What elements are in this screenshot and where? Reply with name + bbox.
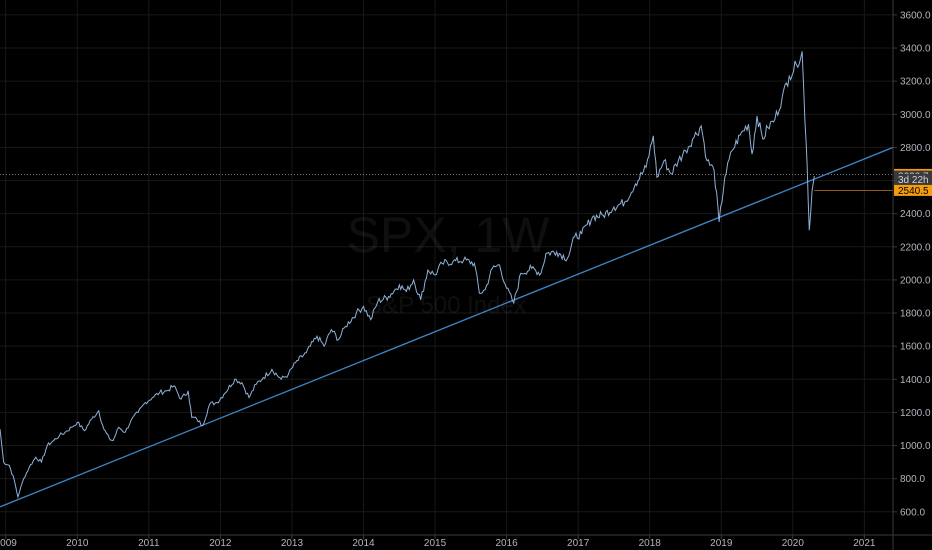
x-tick-label: 2013 <box>281 538 304 549</box>
y-tick-label: 3000.0 <box>900 110 931 121</box>
price-tag-bg <box>894 173 932 185</box>
x-tick-label: 2009 <box>0 538 17 549</box>
x-tick-label: 2019 <box>710 538 733 549</box>
price-tag-label: 2540.5 <box>898 186 929 197</box>
y-tick-label: 3600.0 <box>900 10 931 21</box>
x-tick-label: 2011 <box>138 538 160 549</box>
x-tick-label: 2012 <box>209 538 232 549</box>
price-tag-label: 3d 22h <box>898 175 929 186</box>
y-tick-label: 2200.0 <box>900 242 931 253</box>
x-tick-label: 2016 <box>495 538 518 549</box>
price-series-line[interactable] <box>0 51 815 499</box>
y-tick-label: 2800.0 <box>900 143 931 154</box>
y-tick-label: 600.0 <box>900 507 925 518</box>
y-tick-label: 1400.0 <box>900 375 931 386</box>
price-tag: 2540.5 <box>894 184 932 197</box>
y-tick-label: 1600.0 <box>900 342 931 353</box>
x-tick-label: 2020 <box>782 538 805 549</box>
price-guides <box>0 174 893 191</box>
y-tick-label: 1800.0 <box>900 309 931 320</box>
plot-area[interactable] <box>0 51 894 508</box>
y-tick-label: 1200.0 <box>900 408 931 419</box>
x-tick-label: 2021 <box>853 538 876 549</box>
y-tick-label: 3200.0 <box>900 77 931 88</box>
x-tick-label: 2015 <box>424 538 447 549</box>
y-tick-label: 1000.0 <box>900 441 931 452</box>
y-tick-label: 3400.0 <box>900 44 931 55</box>
x-tick-label: 2018 <box>639 538 662 549</box>
grid <box>0 0 893 535</box>
price-tag: 3d 22h <box>894 173 932 186</box>
price-tag-bg <box>894 184 932 196</box>
x-tick-label: 2017 <box>567 538 590 549</box>
watermark-title: SPX, 1W <box>347 207 551 263</box>
x-tick-label: 2010 <box>66 538 89 549</box>
watermark: SPX, 1W S&P 500 Index <box>347 207 551 319</box>
y-tick-label: 2400.0 <box>900 209 931 220</box>
y-tick-label: 800.0 <box>900 474 925 485</box>
trendline[interactable] <box>0 146 894 508</box>
y-tick-label: 2000.0 <box>900 275 931 286</box>
x-tick-label: 2014 <box>352 538 375 549</box>
